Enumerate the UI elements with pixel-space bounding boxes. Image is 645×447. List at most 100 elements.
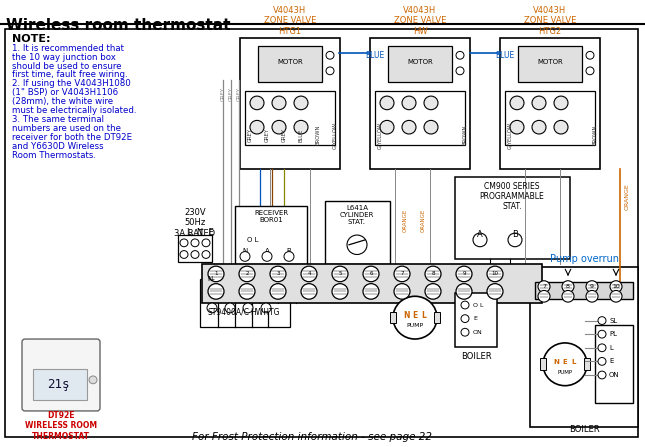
Text: Wireless room thermostat: Wireless room thermostat [6,18,230,34]
Text: N: N [243,248,248,254]
Text: BLUE: BLUE [495,51,514,60]
Circle shape [207,303,217,313]
Text: G/YELLOW: G/YELLOW [333,122,337,148]
Circle shape [598,316,606,325]
Text: GREY: GREY [248,128,252,142]
Circle shape [598,344,606,352]
Bar [178,235,212,262]
Text: should be used to ensure: should be used to ensure [12,62,121,71]
Circle shape [461,315,469,323]
Text: 2. If using the V4043H1080: 2. If using the V4043H1080 [12,80,131,89]
Text: first time, fault free wiring.: first time, fault free wiring. [12,71,128,80]
Text: ORANGE: ORANGE [421,209,426,232]
Circle shape [380,96,394,110]
Circle shape [240,252,250,261]
Text: V4043H
ZONE VALVE
HTG2: V4043H ZONE VALVE HTG2 [524,6,576,36]
Circle shape [461,329,469,336]
Text: CM900 SERIES
PROGRAMMABLE
STAT.: CM900 SERIES PROGRAMMABLE STAT. [480,181,544,211]
Circle shape [363,284,379,299]
Bar [434,312,440,324]
Text: 10: 10 [491,271,499,276]
Circle shape [294,96,308,110]
Text: 3. The same terminal: 3. The same terminal [12,115,104,124]
Text: HWHTG: HWHTG [250,308,279,317]
Circle shape [473,233,487,247]
Circle shape [262,252,272,261]
Circle shape [191,239,199,247]
Circle shape [270,266,286,282]
Text: numbers are used on the: numbers are used on the [12,124,121,133]
Circle shape [89,376,97,384]
Text: 2: 2 [245,271,249,276]
Text: L641A
CYLINDER
STAT.: L641A CYLINDER STAT. [340,205,374,225]
Circle shape [272,96,286,110]
Text: must be electrically isolated.: must be electrically isolated. [12,106,137,115]
Text: 9: 9 [590,284,594,289]
Text: 8: 8 [432,271,435,276]
Circle shape [301,284,317,299]
Circle shape [294,120,308,134]
Text: L  N  E: L N E [187,228,213,237]
Bar [200,279,290,327]
Text: GREY: GREY [228,87,233,101]
Text: GREY: GREY [264,128,270,142]
Text: A: A [264,248,270,254]
Bar [535,282,633,299]
Text: O L: O L [247,237,259,243]
Text: GREY: GREY [237,87,241,101]
Text: 7: 7 [401,271,404,276]
Text: B: B [512,230,518,239]
Text: 6: 6 [369,271,373,276]
Text: MOTOR: MOTOR [277,59,303,65]
Circle shape [425,266,441,282]
Bar [390,312,396,324]
Text: (28mm), the white wire: (28mm), the white wire [12,97,113,106]
Text: 1. It is recommended that: 1. It is recommended that [12,44,124,53]
Bar [455,293,497,347]
FancyBboxPatch shape [22,339,100,411]
Circle shape [598,358,606,365]
Circle shape [363,266,379,282]
Text: L: L [572,359,576,365]
Text: DT92E
WIRELESS ROOM
THERMOSTAT: DT92E WIRELESS ROOM THERMOSTAT [25,411,97,441]
Text: MOTOR: MOTOR [407,59,433,65]
Text: N-: N- [207,276,215,282]
Text: PUMP: PUMP [557,370,573,375]
Text: 10: 10 [612,284,620,289]
Text: 21ş: 21ş [46,378,69,391]
Text: 1: 1 [214,271,218,276]
Text: BROWN: BROWN [462,125,468,145]
Text: Pump overrun: Pump overrun [550,254,619,264]
Text: G/YELLOW: G/YELLOW [508,122,513,148]
Text: G/YELLOW: G/YELLOW [377,122,382,148]
Circle shape [532,120,546,134]
Text: BLUE: BLUE [299,128,304,142]
Text: 9: 9 [462,271,466,276]
Text: RECEIVER
BOR01: RECEIVER BOR01 [254,210,288,223]
Circle shape [562,291,574,302]
Text: L: L [609,345,613,351]
Text: Room Thermostats.: Room Thermostats. [12,151,96,160]
Text: PL: PL [609,331,617,337]
Circle shape [586,51,594,59]
Text: 3: 3 [276,271,280,276]
Text: NOTE:: NOTE: [12,34,50,44]
Bar [455,177,570,259]
Bar [505,91,595,145]
Text: E: E [473,316,477,321]
Circle shape [180,251,188,258]
Text: 5: 5 [338,271,342,276]
Circle shape [332,266,348,282]
Text: B: B [286,248,292,254]
Text: ORANGE: ORANGE [624,183,630,210]
Circle shape [402,120,416,134]
Bar [584,358,590,370]
Circle shape [532,96,546,110]
Circle shape [510,120,524,134]
Text: E: E [609,358,613,364]
Text: E: E [412,311,417,320]
Text: ON: ON [473,330,482,335]
Circle shape [543,343,587,386]
Circle shape [487,266,503,282]
Circle shape [424,96,438,110]
